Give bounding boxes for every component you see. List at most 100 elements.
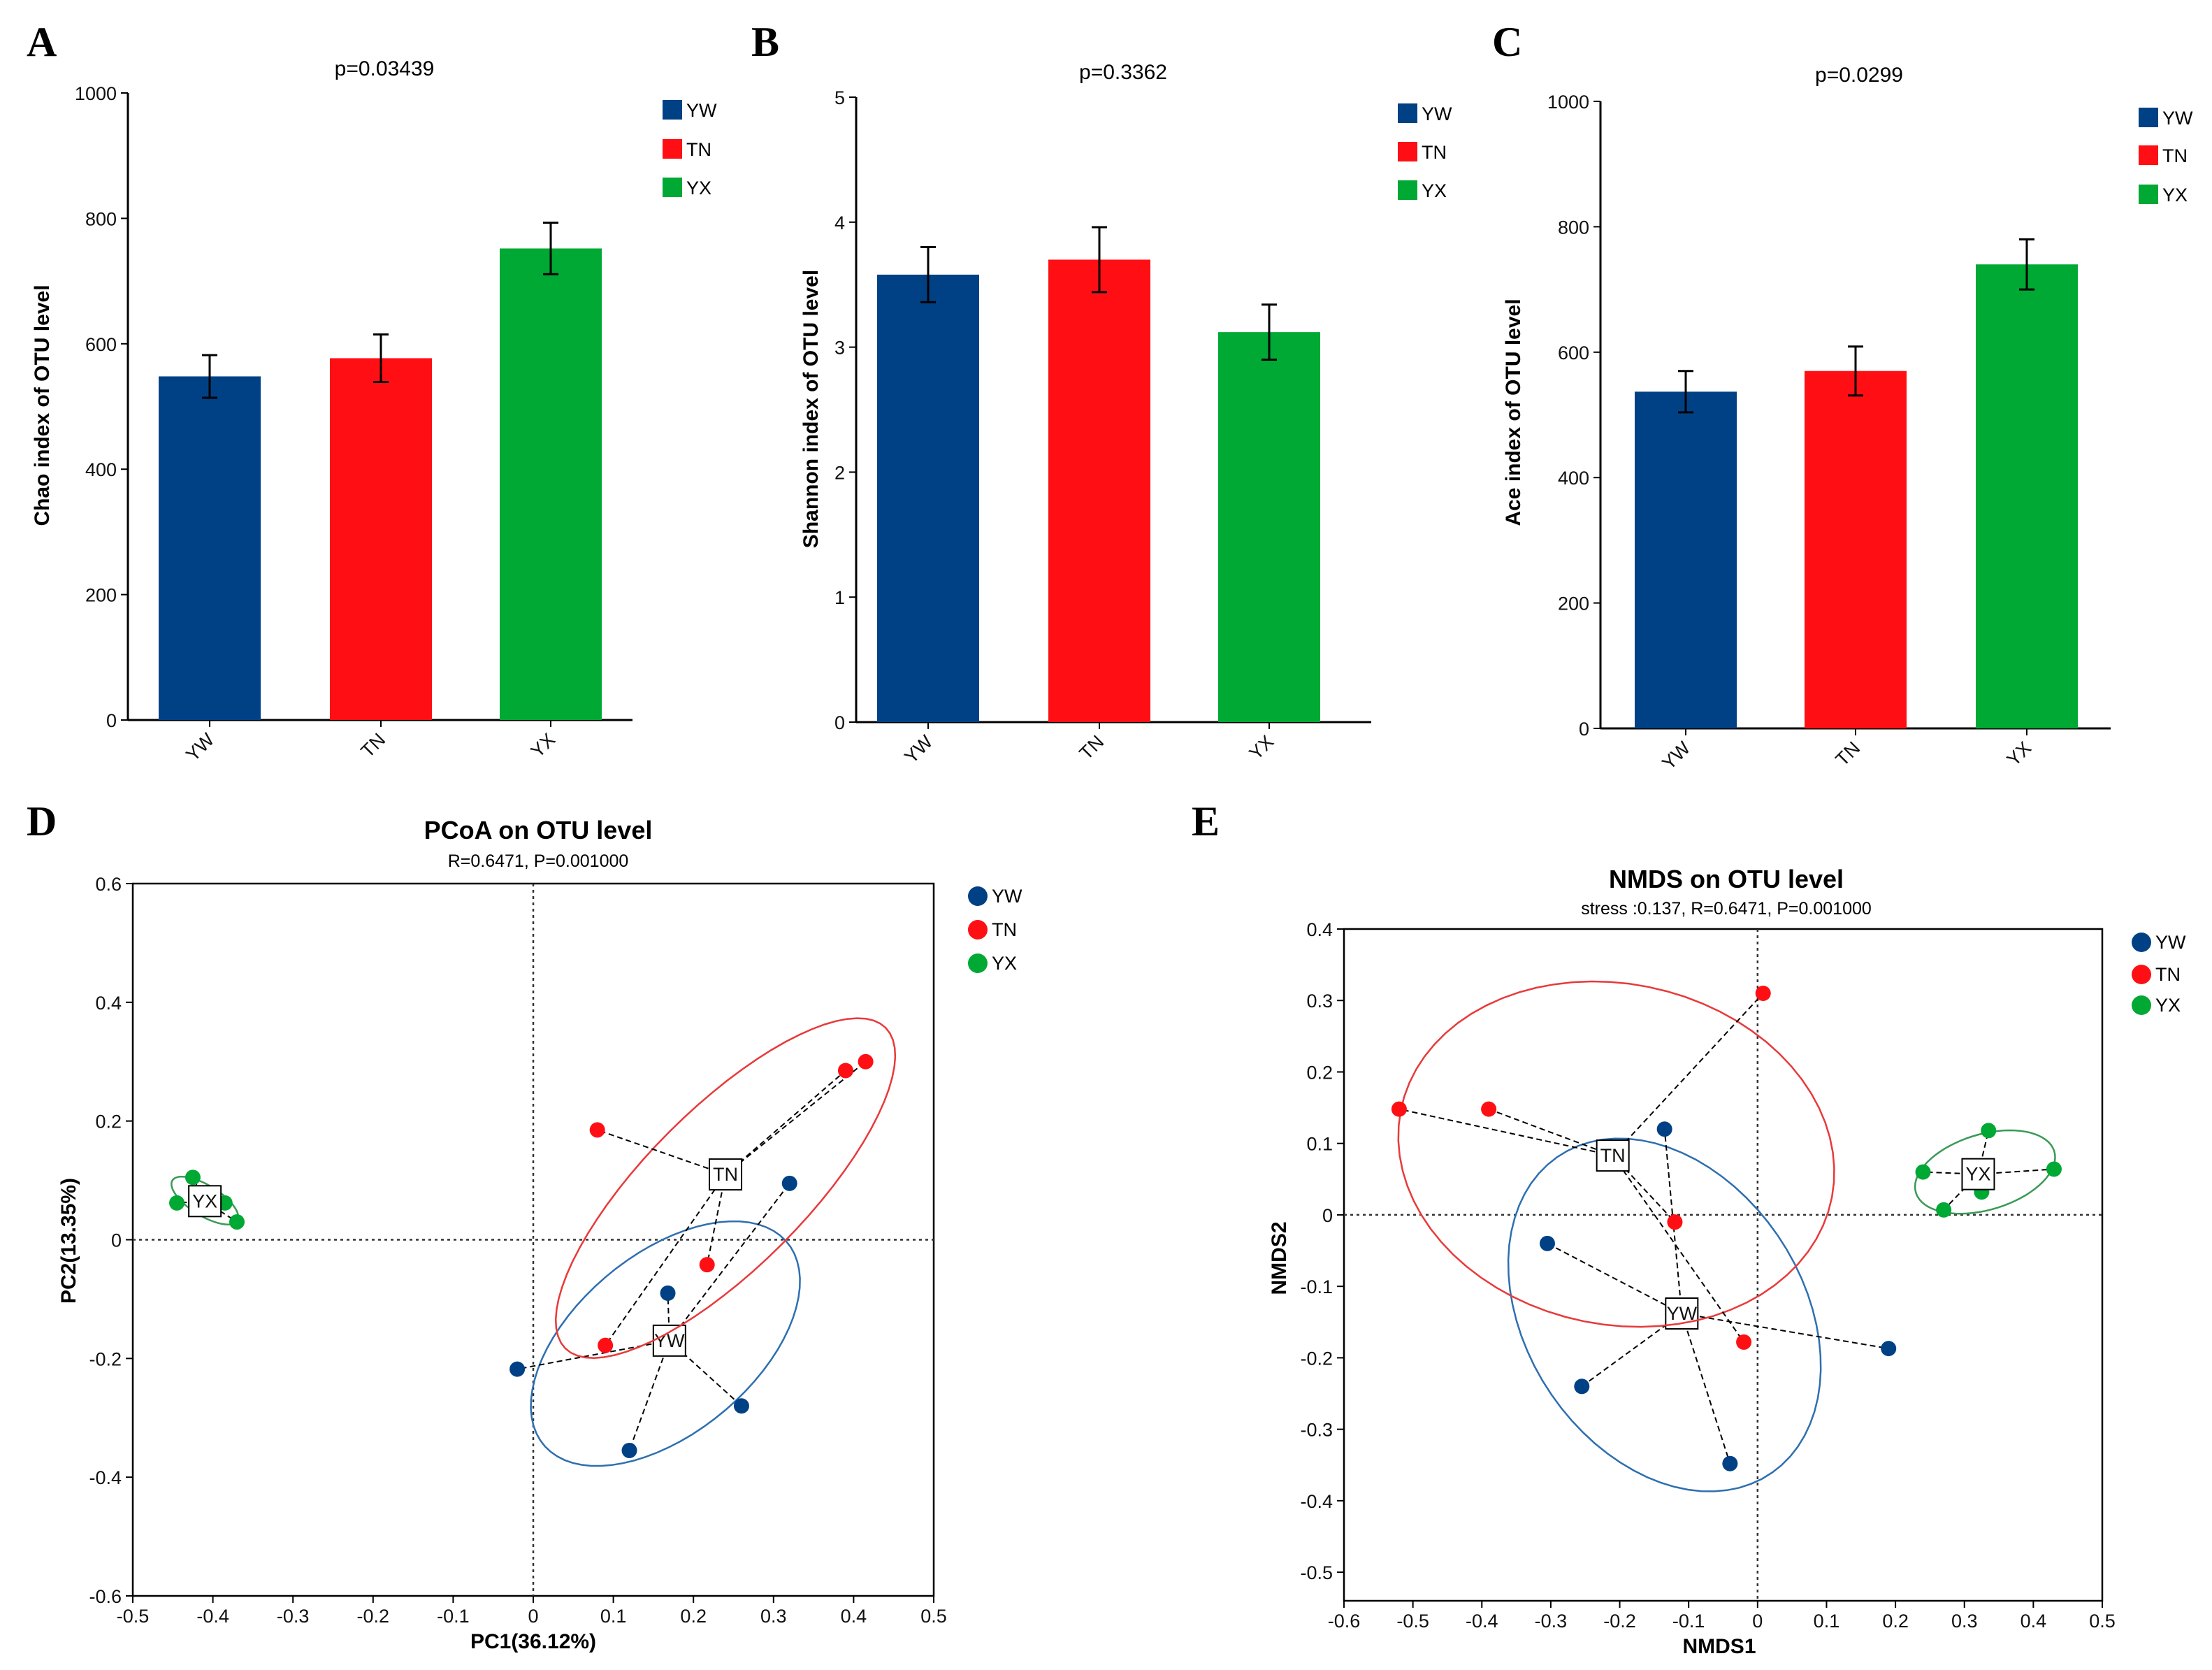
chart-e-y-tick-label: 0.4 bbox=[1306, 919, 1333, 940]
chart-e-ellipse-tn bbox=[1397, 980, 1835, 1328]
chart-d-legend-label-yw: YW bbox=[992, 886, 1022, 907]
chart-d-legend-label-tn: TN bbox=[992, 919, 1017, 940]
chart-e-ellipse-yx bbox=[1914, 1129, 2056, 1215]
chart-d-x-tick-label: -0.3 bbox=[277, 1606, 310, 1627]
chart-b-y-tick-label: 0 bbox=[834, 712, 845, 733]
chart-a-legend-swatch-yw bbox=[663, 100, 682, 120]
chart-a-x-tick-label: TN bbox=[357, 729, 390, 762]
chart-c-y-tick-label: 200 bbox=[1558, 593, 1589, 614]
chart-e-spider-line-tn bbox=[1398, 1108, 1613, 1157]
panel-letter-b: B bbox=[751, 19, 779, 65]
chart-b-x-tick-label: YW bbox=[900, 731, 937, 768]
chart-e-point-tn bbox=[1481, 1101, 1497, 1117]
chart-c-y-tick-label: 600 bbox=[1558, 343, 1589, 363]
chart-e-legend-label-yw: YW bbox=[2155, 932, 2186, 953]
chart-b-legend-label-tn: TN bbox=[1422, 142, 1447, 163]
chart-d-spider-line-yw bbox=[669, 1183, 790, 1341]
chart-c-x-tick-label: YX bbox=[2003, 737, 2036, 770]
chart-c-legend-label-yw: YW bbox=[2162, 108, 2193, 129]
chart-d-title: PCoA on OTU level bbox=[424, 816, 653, 844]
chart-d-point-tn bbox=[858, 1053, 874, 1070]
chart-d-centroid-label-tn: TN bbox=[713, 1164, 738, 1185]
chart-c-error-bar-yw bbox=[1678, 370, 1693, 414]
chart-e-point-yw bbox=[1881, 1341, 1897, 1357]
chart-e-spider-line-yw bbox=[1681, 1313, 1731, 1464]
chart-e-ylabel: NMDS2 bbox=[1268, 1221, 1291, 1295]
chart-e-subtitle: stress :0.137, R=0.6471, P=0.001000 bbox=[1581, 899, 1872, 919]
chart-d-centroid-label-yx: YX bbox=[192, 1190, 217, 1211]
chart-e-point-yw bbox=[1539, 1235, 1555, 1251]
chart-b-y-tick-label: 4 bbox=[834, 213, 845, 233]
chart-d-ellipse-yw bbox=[530, 1220, 801, 1467]
chart-d-y-tick-label: 0.2 bbox=[95, 1111, 122, 1132]
chart-a-y-tick-label: 1000 bbox=[75, 83, 117, 104]
chart-a-bar-yw bbox=[159, 376, 261, 720]
chart-e-x-tick-label: -0.6 bbox=[1328, 1611, 1361, 1632]
chart-a-bar-tn bbox=[330, 358, 432, 720]
chart-e-frame bbox=[1343, 928, 2104, 1602]
chart-c-title: p=0.0299 bbox=[1815, 64, 1903, 87]
chart-d-x-tick-label: -0.5 bbox=[117, 1606, 150, 1627]
chart-d-centroid-box-yx bbox=[188, 1185, 222, 1218]
chart-d-spider-line-tn bbox=[725, 1060, 867, 1175]
chart-d-y-tick-label: 0.6 bbox=[95, 874, 122, 895]
chart-d-spider-line-tn bbox=[605, 1174, 726, 1346]
chart-e-point-yw bbox=[1656, 1121, 1672, 1137]
chart-c-y-tick-label: 800 bbox=[1558, 217, 1589, 238]
chart-d-spider-line-tn bbox=[725, 1070, 846, 1175]
chart-a-legend-swatch-yx bbox=[663, 178, 682, 197]
chart-d-point-yw bbox=[733, 1398, 749, 1414]
chart-d-y-tick-label: 0 bbox=[111, 1230, 122, 1251]
chart-a-error-bar-yx bbox=[543, 222, 558, 275]
chart-a-x-tick-label: YX bbox=[527, 729, 560, 762]
chart-b-legend-swatch-tn bbox=[1398, 142, 1417, 161]
chart-a-y-tick-label: 600 bbox=[85, 334, 117, 355]
chart-d-point-yx bbox=[229, 1214, 245, 1230]
chart-b-y-tick-label: 3 bbox=[834, 338, 845, 359]
chart-b-title: p=0.3362 bbox=[1079, 61, 1167, 84]
chart-e-spider-line-tn bbox=[1612, 1155, 1744, 1343]
chart-c-legend-label-yx: YX bbox=[2162, 185, 2188, 206]
chart-d-point-yw bbox=[621, 1442, 637, 1458]
chart-d-point-yw bbox=[509, 1361, 526, 1377]
chart-a-legend-swatch-tn bbox=[663, 139, 682, 159]
chart-d-spider-line-yw bbox=[516, 1339, 670, 1370]
chart-d-point-yw bbox=[660, 1285, 676, 1301]
chart-d-point-tn bbox=[598, 1337, 614, 1353]
chart-e-centroid-box-yx bbox=[1961, 1158, 1995, 1190]
chart-a-error-bar-tn bbox=[373, 333, 389, 384]
chart-b-bar-tn bbox=[1048, 259, 1150, 722]
chart-b-error-bar-yx bbox=[1262, 303, 1277, 361]
chart-d-spider-line-yw bbox=[669, 1340, 742, 1407]
chart-e-y-tick-label: -0.5 bbox=[1300, 1562, 1333, 1583]
chart-e-x-tick-label: 0.4 bbox=[2021, 1611, 2047, 1632]
chart-e-legend-label-yx: YX bbox=[2155, 995, 2181, 1016]
chart-d-ylabel: PC2(13.35%) bbox=[57, 1178, 80, 1304]
chart-a-y-tick-label: 200 bbox=[85, 585, 117, 606]
chart-b-y-tick-label: 5 bbox=[834, 87, 845, 108]
chart-e-x-tick-label: 0.1 bbox=[1814, 1611, 1840, 1632]
chart-e-point-yx bbox=[1915, 1164, 1931, 1180]
chart-a-y-tick-label: 800 bbox=[85, 208, 117, 229]
chart-e-x-tick-label: 0.5 bbox=[2089, 1611, 2116, 1632]
panel-letter-a: A bbox=[27, 19, 57, 65]
chart-a-bar-yx bbox=[500, 248, 602, 720]
chart-d-xlabel: PC1(36.12%) bbox=[470, 1630, 596, 1653]
chart-d-legend-marker-yx bbox=[968, 953, 988, 973]
chart-d-x-tick-label: -0.4 bbox=[196, 1606, 229, 1627]
chart-d-spider-line-tn bbox=[706, 1174, 727, 1265]
chart-a-ylabel: Chao index of OTU level bbox=[31, 285, 54, 526]
chart-e-spider-line-yx bbox=[1943, 1173, 1979, 1211]
chart-e-y-tick-label: -0.4 bbox=[1300, 1491, 1333, 1512]
chart-c-y-tick-label: 0 bbox=[1579, 719, 1589, 740]
chart-b-ylabel: Shannon index of OTU level bbox=[800, 270, 823, 548]
chart-d-spider-line-yw bbox=[628, 1340, 670, 1451]
chart-e-x-tick-label: -0.3 bbox=[1535, 1611, 1568, 1632]
chart-e-spider-line-tn bbox=[1488, 1108, 1614, 1157]
chart-e-point-tn bbox=[1391, 1101, 1407, 1117]
chart-a-y-tick-label: 0 bbox=[106, 710, 117, 731]
chart-e-y-tick-label: -0.3 bbox=[1300, 1420, 1333, 1441]
chart-d-centroid-label-yw: YW bbox=[654, 1330, 685, 1351]
chart-d-x-tick-label: -0.1 bbox=[437, 1606, 470, 1627]
chart-b-legend-swatch-yx bbox=[1398, 180, 1417, 200]
